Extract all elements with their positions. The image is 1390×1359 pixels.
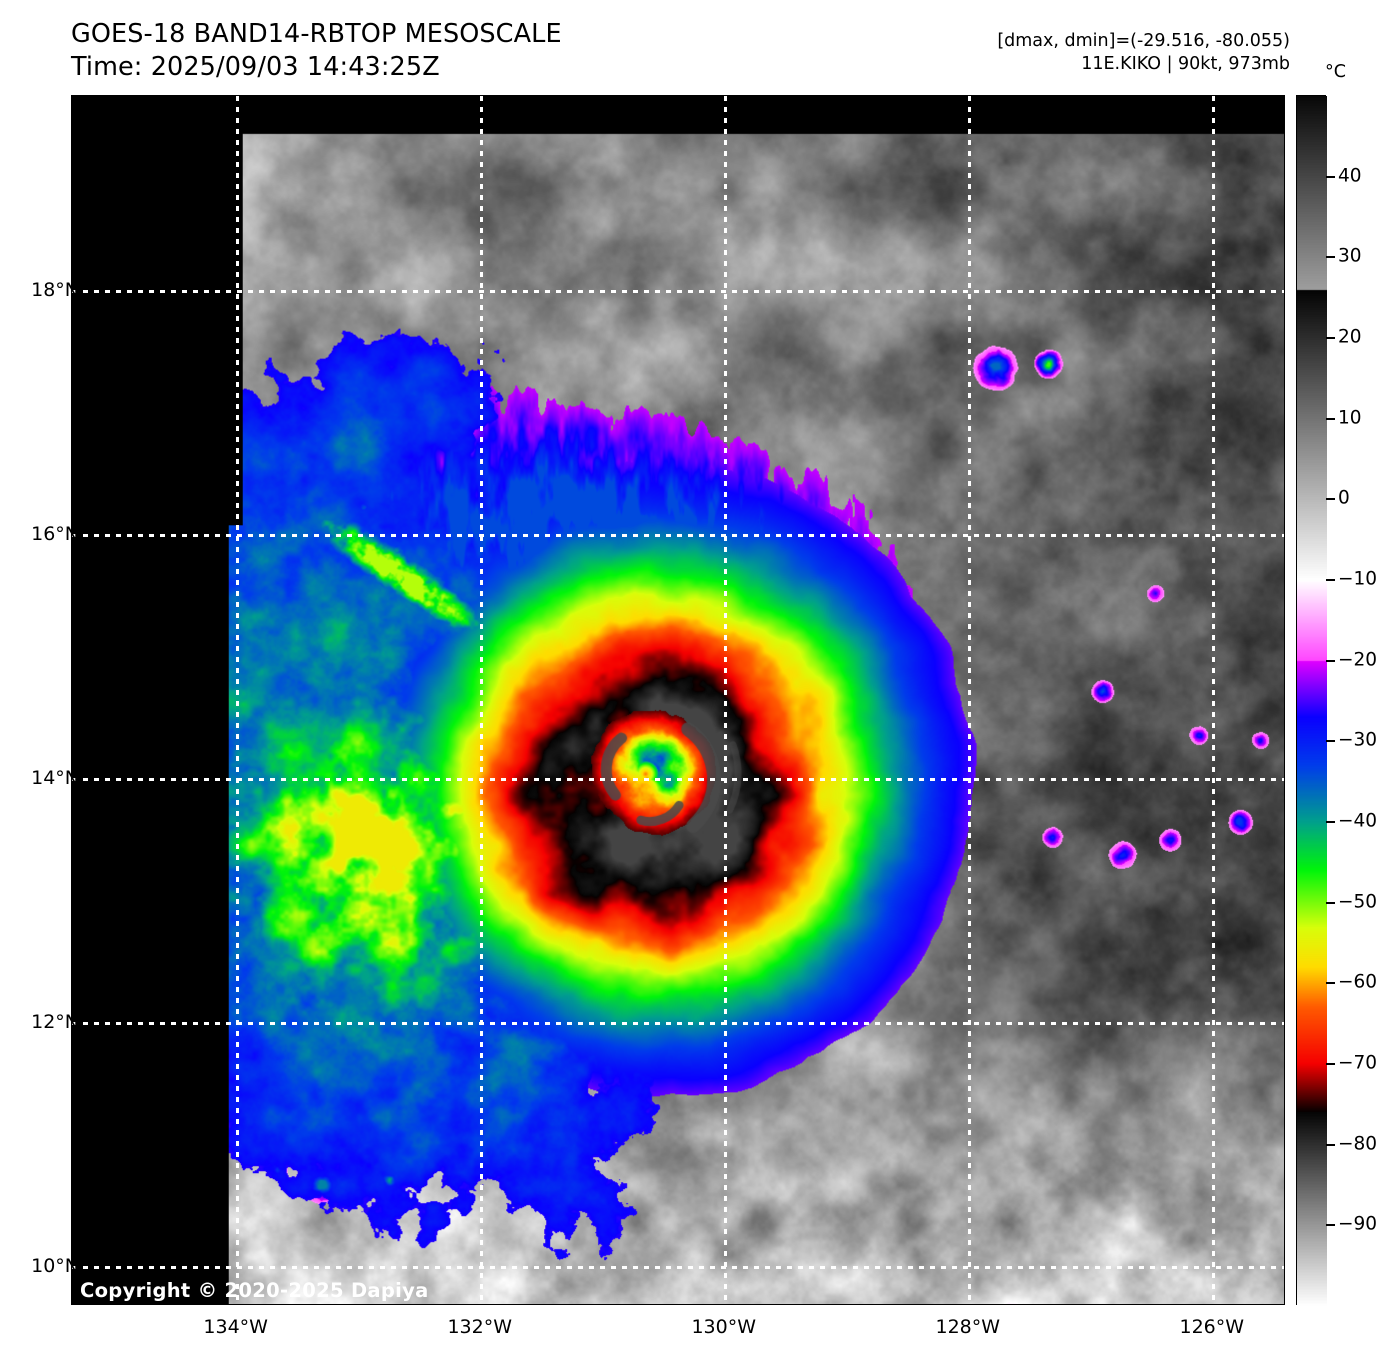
lon-tick-label: 128°W (935, 1316, 1001, 1338)
title-timestamp: Time: 2025/09/03 14:43:25Z (71, 52, 440, 83)
colorbar-tick-label: −30 (1338, 729, 1378, 751)
colorbar-tick (1326, 579, 1335, 581)
lon-tick-label: 132°W (447, 1316, 512, 1338)
colorbar-tick-label: 10 (1338, 407, 1362, 429)
lat-tick-label: 16°N (31, 523, 79, 546)
colorbar-tick-label: −40 (1338, 810, 1378, 832)
colorbar-tick (1326, 417, 1335, 420)
storm-info-label: 11E.KIKO | 90kt, 973mb (1081, 54, 1290, 75)
colorbar-tick-label: 40 (1338, 165, 1362, 187)
lon-tick-label: 126°W (1179, 1316, 1245, 1338)
colorbar-tick (1326, 337, 1335, 339)
colorbar-tick (1326, 1063, 1335, 1065)
page-title: GOES-18 BAND14-RBTOP MESOSCALE Time: 202… (71, 18, 562, 84)
dmax-dmin-label: [dmax, dmin]=(-29.516, -80.055) (997, 31, 1290, 51)
colorbar-tick-label: −80 (1338, 1133, 1378, 1155)
satellite-map[interactable] (71, 95, 1285, 1305)
colorbar-tick-label: −90 (1338, 1213, 1378, 1235)
lat-tick-label: 10°N (31, 1254, 79, 1277)
colorbar-tick (1326, 1224, 1335, 1227)
colorbar-tick-label: −70 (1338, 1052, 1378, 1074)
colorbar-tick-label: −50 (1338, 891, 1378, 913)
colorbar[interactable] (1296, 95, 1327, 1306)
title-product: GOES-18 BAND14-RBTOP MESOSCALE (71, 19, 562, 49)
colorbar-tick (1326, 256, 1335, 259)
colorbar-tick (1326, 901, 1335, 904)
colorbar-tick-label: −10 (1338, 568, 1378, 590)
colorbar-tick-label: 0 (1338, 487, 1350, 509)
colorbar-tick (1326, 740, 1335, 743)
lat-tick-label: 12°N (31, 1011, 79, 1034)
colorbar-tick (1326, 821, 1335, 823)
colorbar-tick (1326, 982, 1335, 985)
satellite-imagery-canvas (72, 96, 1284, 1304)
lon-tick-label: 134°W (203, 1316, 268, 1338)
lat-tick-label: 18°N (31, 279, 79, 302)
copyright-label: Copyright © 2020-2025 Dapiya (80, 1279, 429, 1302)
colorbar-tick (1326, 175, 1335, 178)
colorbar-tick-label: −60 (1338, 971, 1378, 993)
lat-tick-label: 14°N (31, 767, 79, 790)
colorbar-tick-label: 20 (1338, 326, 1362, 348)
colorbar-tick-label: 30 (1338, 245, 1362, 267)
colorbar-tick (1326, 498, 1335, 501)
colorbar-unit-label: °C (1325, 62, 1346, 82)
colorbar-tick-label: −20 (1338, 649, 1378, 671)
colorbar-tick (1326, 659, 1335, 662)
lon-tick-label: 130°W (691, 1316, 757, 1338)
colorbar-gradient (1297, 96, 1327, 1306)
metadata-block: [dmax, dmin]=(-29.516, -80.055) 11E.KIKO… (997, 30, 1290, 76)
colorbar-tick (1326, 1143, 1335, 1146)
